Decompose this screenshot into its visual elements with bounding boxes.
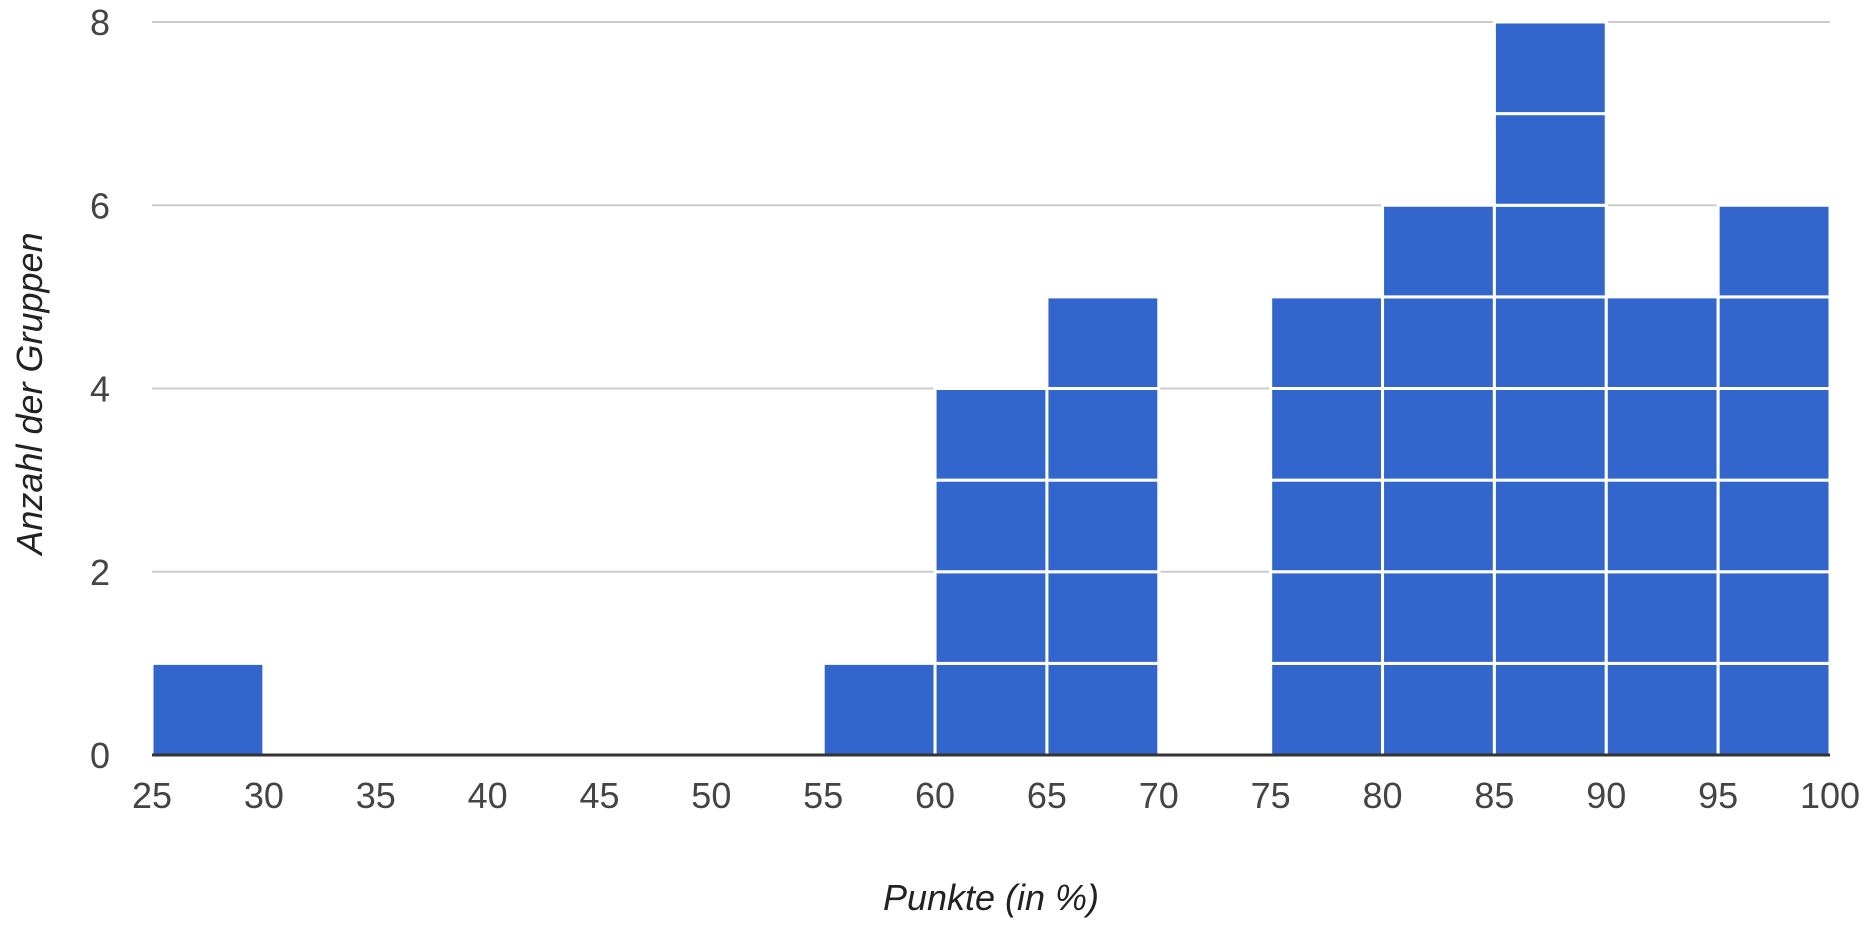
histogram-bar-block — [1716, 478, 1832, 574]
x-tick-label: 45 — [579, 775, 619, 816]
x-tick-label: 35 — [356, 775, 396, 816]
y-axis-tick-labels: 0 2 4 6 8 — [90, 2, 110, 776]
x-tick-label: 40 — [468, 775, 508, 816]
histogram-bar-block — [1492, 112, 1608, 207]
y-tick-label: 4 — [90, 369, 110, 410]
x-tick-label: 60 — [915, 775, 955, 816]
histogram-bar-block — [1381, 295, 1496, 390]
histogram-bar-block — [1604, 387, 1720, 482]
x-tick-label: 75 — [1251, 775, 1291, 816]
histogram-bar-block — [1492, 295, 1608, 390]
x-tick-label: 90 — [1586, 775, 1626, 816]
histogram-bar-block — [1045, 661, 1161, 757]
x-tick-label: 30 — [244, 775, 284, 816]
histogram-bar-block — [1045, 295, 1161, 390]
x-tick-label: 85 — [1474, 775, 1514, 816]
histogram-bar-block — [1716, 203, 1832, 299]
histogram-bar-block — [1381, 478, 1496, 574]
x-tick-label: 50 — [691, 775, 731, 816]
x-tick-label: 25 — [132, 775, 172, 816]
x-axis-tick-labels: 25 30 35 40 45 50 55 60 65 70 75 80 85 90 95 100 — [132, 775, 1860, 816]
histogram-bar-block — [1045, 570, 1161, 665]
histogram-bar-block — [1492, 478, 1608, 574]
x-tick-label: 95 — [1698, 775, 1738, 816]
histogram-bar-block — [1492, 387, 1608, 482]
y-axis-title: Anzahl der Gruppen — [9, 232, 50, 556]
histogram-bar-block — [1604, 661, 1720, 757]
histogram-bar-block — [933, 387, 1049, 482]
histogram-bar-block — [1269, 478, 1385, 574]
histogram-bar-block — [933, 570, 1049, 665]
histogram-bar-block — [1381, 203, 1496, 299]
histogram-bar-block — [1716, 661, 1832, 757]
histogram-bar-block — [1492, 661, 1608, 757]
histogram-bar-block — [1492, 570, 1608, 665]
histogram-bars — [150, 20, 1832, 757]
histogram-bar-block — [1045, 387, 1161, 482]
histogram-bar-block — [1604, 570, 1720, 665]
y-tick-label: 0 — [90, 735, 110, 776]
x-axis-title: Punkte (in %) — [883, 877, 1099, 918]
histogram-bar-block — [1381, 387, 1496, 482]
y-tick-label: 2 — [90, 552, 110, 593]
histogram-bar-block — [1716, 570, 1832, 665]
histogram-bar-block — [933, 661, 1049, 757]
histogram-bar-block — [1269, 570, 1385, 665]
histogram-bar-block — [1269, 661, 1385, 757]
y-tick-label: 6 — [90, 185, 110, 226]
y-tick-label: 8 — [90, 2, 110, 43]
histogram-bar-block — [1716, 387, 1832, 482]
histogram-bar-block — [1492, 203, 1608, 299]
x-tick-label: 100 — [1800, 775, 1860, 816]
histogram-bar-block — [1269, 295, 1385, 390]
x-tick-label: 55 — [803, 775, 843, 816]
x-tick-label: 65 — [1027, 775, 1067, 816]
histogram-bar-block — [933, 478, 1049, 574]
histogram-bar-block — [1604, 478, 1720, 574]
histogram-bar-block — [150, 661, 266, 757]
histogram-bar-block — [1716, 295, 1832, 390]
histogram-bar-block — [821, 661, 937, 757]
histogram-bar-block — [1045, 478, 1161, 574]
x-tick-label: 80 — [1363, 775, 1403, 816]
histogram-bar-block — [1381, 661, 1496, 757]
histogram-bar-block — [1381, 570, 1496, 665]
x-tick-label: 70 — [1139, 775, 1179, 816]
histogram-bar-block — [1269, 387, 1385, 482]
histogram-bar-block — [1604, 295, 1720, 390]
histogram-bar-block — [1492, 20, 1608, 116]
